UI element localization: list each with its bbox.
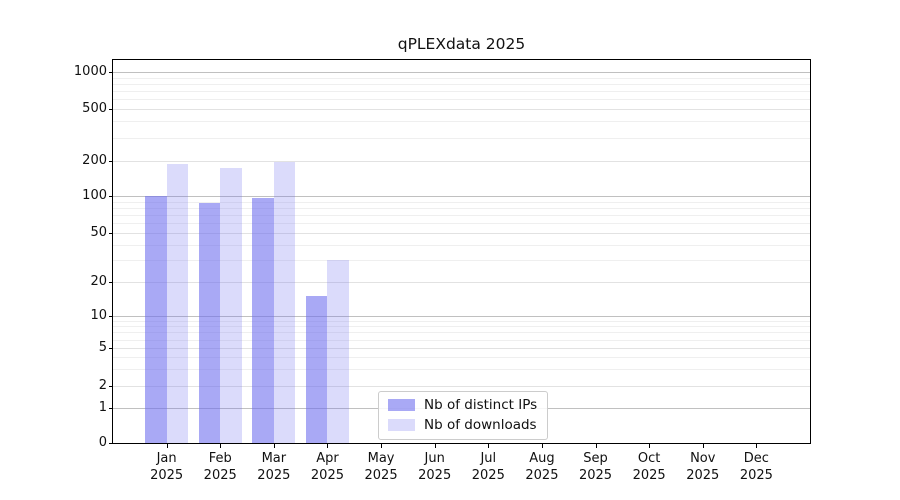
bar-downloads-apr	[327, 260, 349, 443]
bar-distinct-ips-jan	[145, 196, 167, 443]
y-tick-mark	[109, 282, 113, 283]
x-tick-mark	[273, 444, 275, 448]
gridline-minor-labeled	[113, 348, 810, 349]
gridline-minor	[113, 207, 810, 209]
gridline-minor-labeled	[113, 108, 810, 110]
gridline-minor-labeled	[113, 161, 810, 162]
plot-canvas	[113, 60, 810, 443]
y-tick-mark	[109, 408, 113, 409]
x-tick-label: Sep 2025	[578, 451, 613, 483]
gridline-minor	[113, 357, 810, 359]
x-tick-label: Feb 2025	[203, 451, 237, 483]
y-tick-label: 0	[98, 435, 107, 450]
gridline-minor	[113, 83, 810, 85]
gridline-minor	[113, 90, 810, 92]
y-tick-mark	[109, 233, 113, 234]
bar-distinct-ips-mar	[252, 198, 274, 443]
legend-label-distinct-ips: Nb of distinct IPs	[424, 397, 538, 413]
bar-distinct-ips-apr	[305, 296, 328, 443]
gridline-minor	[113, 339, 810, 341]
x-tick-mark	[756, 444, 758, 448]
x-tick-label: May 2025	[364, 451, 398, 483]
bar-downloads-mar	[273, 162, 296, 443]
gridline-minor	[113, 332, 810, 334]
gridline-minor	[113, 223, 810, 225]
legend-item-downloads: Nb of downloads	[388, 417, 537, 433]
x-tick-label: Jun 2025	[418, 451, 452, 483]
gridline-minor	[113, 260, 810, 262]
gridline-major	[113, 72, 810, 73]
gridline-minor-labeled	[113, 282, 810, 283]
x-tick-mark	[488, 444, 490, 448]
y-tick-label: 1	[98, 400, 107, 415]
y-tick-mark	[109, 386, 113, 387]
gridline-minor	[113, 98, 810, 100]
x-tick-label: Apr 2025	[310, 451, 344, 483]
gridline-minor	[113, 369, 810, 371]
y-tick-mark	[109, 72, 113, 73]
x-tick-mark	[702, 444, 704, 448]
y-tick-label: 10	[90, 308, 107, 323]
x-tick-mark	[595, 444, 597, 448]
y-tick-mark	[109, 196, 113, 197]
y-tick-mark	[109, 316, 113, 317]
gridline-major	[113, 316, 810, 317]
legend-swatch-downloads	[388, 419, 415, 431]
legend: Nb of distinct IPs Nb of downloads	[378, 391, 549, 440]
y-tick-label: 100	[82, 188, 107, 203]
gridline-minor	[113, 244, 810, 246]
bar-downloads-feb	[220, 167, 242, 443]
gridline-minor-labeled	[113, 386, 810, 387]
legend-item-distinct-ips: Nb of distinct IPs	[388, 397, 537, 413]
bar-distinct-ips-feb	[198, 202, 221, 443]
x-tick-label: Jul 2025	[471, 451, 505, 483]
x-tick-mark	[381, 444, 383, 448]
legend-swatch-distinct-ips	[388, 399, 415, 411]
gridline-minor	[113, 201, 810, 203]
x-tick-mark	[327, 444, 329, 448]
gridline-minor-labeled	[113, 233, 810, 234]
plot-area	[112, 59, 811, 444]
y-tick-mark	[109, 161, 113, 162]
x-tick-mark	[649, 444, 651, 448]
gridline-minor	[113, 215, 810, 217]
x-tick-label: Oct 2025	[632, 451, 666, 483]
legend-label-downloads: Nb of downloads	[424, 417, 537, 433]
x-tick-label: Mar 2025	[257, 451, 291, 483]
y-tick-mark	[109, 348, 113, 349]
x-tick-label: Nov 2025	[686, 451, 720, 483]
y-tick-label: 20	[90, 274, 107, 289]
y-tick-label: 50	[90, 225, 107, 240]
gridline-minor	[113, 121, 810, 123]
gridline-minor	[113, 326, 810, 328]
gridline-minor	[113, 77, 810, 79]
gridline-major	[113, 196, 810, 197]
chart-title: qPLEXdata 2025	[397, 35, 526, 53]
y-tick-label: 200	[82, 153, 107, 168]
y-tick-label: 1000	[73, 64, 107, 79]
y-tick-label: 500	[82, 100, 107, 116]
y-tick-mark	[109, 443, 113, 444]
x-tick-label: Dec 2025	[739, 451, 773, 483]
x-tick-label: Jan 2025	[150, 451, 184, 483]
gridline-minor	[113, 137, 810, 139]
x-tick-mark	[166, 444, 168, 448]
y-tick-mark	[109, 108, 113, 110]
bar-downloads-jan	[166, 163, 189, 443]
x-tick-mark	[434, 444, 436, 448]
gridline-minor	[113, 320, 810, 322]
y-tick-label: 2	[98, 378, 107, 393]
x-tick-mark	[220, 444, 222, 448]
x-tick-label: Aug 2025	[525, 451, 559, 483]
x-tick-mark	[541, 444, 543, 448]
y-tick-label: 5	[98, 340, 107, 355]
